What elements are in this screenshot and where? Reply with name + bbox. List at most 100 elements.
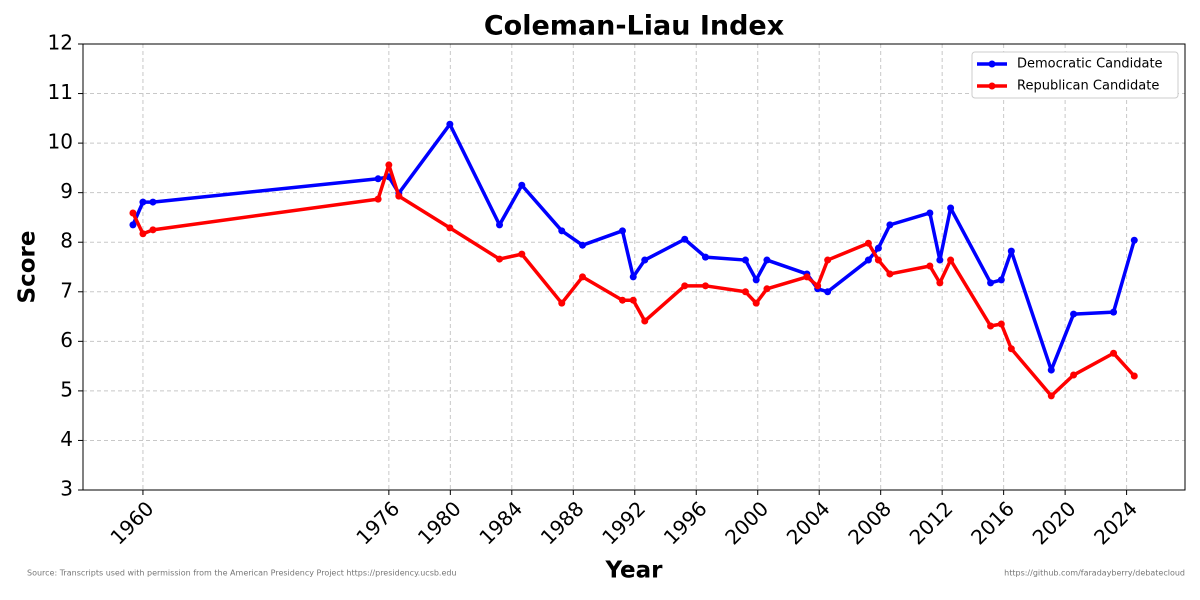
y-tick-label: 7 [60,278,73,302]
data-point [947,204,955,212]
data-point [579,273,587,281]
data-point [874,256,882,264]
data-point [763,285,771,293]
x-tick-label: 2004 [782,496,835,549]
x-tick-label: 1988 [536,496,589,549]
data-point [701,253,709,261]
data-point [864,239,872,247]
legend-marker [988,60,996,68]
data-point [629,273,637,281]
data-point [641,256,649,264]
data-point [446,224,454,232]
legend-label: Democratic Candidate [1017,57,1163,72]
data-point [446,120,454,128]
x-tick-label: 2008 [843,496,896,549]
y-tick-label: 11 [48,80,73,104]
data-point [1007,345,1015,353]
data-point [1007,247,1015,255]
data-point [1070,371,1078,379]
data-point [926,209,934,217]
data-point [874,244,882,252]
x-tick-label: 1980 [413,496,466,549]
data-point [139,198,147,206]
data-point [496,255,504,263]
x-tick-label: 2012 [905,496,958,549]
data-point [374,195,382,203]
x-axis-label: Year [604,558,663,584]
y-tick-label: 10 [48,130,73,154]
data-point [1130,372,1138,380]
data-point [395,192,403,200]
data-point [824,288,832,296]
data-point [1047,366,1055,374]
data-point [618,296,626,304]
data-point [641,317,649,325]
data-point [518,250,526,258]
data-point [579,241,587,249]
plot-frame [82,43,1186,491]
data-point [139,230,147,238]
data-point [1070,310,1078,318]
x-tick-label: 2024 [1089,496,1142,549]
data-point [558,227,566,235]
data-point [752,299,760,307]
legend: Democratic Candidate Republican Candidate [971,51,1179,99]
data-point [926,262,934,270]
x-tick-label: 2020 [1028,496,1081,549]
data-point [1110,308,1118,316]
data-point [1047,392,1055,400]
data-point [741,288,749,296]
x-tick-label: 1984 [474,496,527,549]
data-point [558,299,566,307]
data-point [814,282,822,290]
source-note: Source: Transcripts used with permission… [27,569,457,578]
data-point [681,235,689,243]
credit-note: https://github.com/faradayberry/debatecl… [1004,569,1185,578]
y-tick-label: 12 [48,31,73,55]
legend-marker [988,82,996,90]
data-point [374,175,382,183]
data-point [701,282,709,290]
data-point [997,320,1005,328]
data-point [936,256,944,264]
y-tick-label: 8 [60,229,73,253]
x-tick-label: 1992 [597,496,650,549]
data-point [1130,236,1138,244]
data-point [886,270,894,278]
data-point [1110,349,1118,357]
data-point [741,256,749,264]
chart-title: Coleman-Liau Index [484,11,784,42]
y-tick-label: 5 [60,377,73,401]
data-point [947,256,955,264]
y-axis-label: Score [15,231,41,304]
x-tick-label: 2016 [966,496,1019,549]
y-tick-label: 3 [60,477,73,501]
data-point [149,226,157,234]
y-tick-label: 6 [60,328,73,352]
data-point [997,276,1005,284]
legend-label: Republican Candidate [1017,79,1159,94]
y-tick-label: 4 [60,427,73,451]
x-tick-label: 1960 [105,496,158,549]
data-point [803,273,811,281]
y-tick-label: 9 [60,179,73,203]
data-point [987,322,995,330]
data-point [681,282,689,290]
data-point [864,256,872,264]
series-line [131,122,1136,372]
data-point [518,181,526,189]
data-point [129,221,137,229]
data-point [385,161,393,169]
data-point [987,279,995,287]
data-point [936,279,944,287]
data-point [752,276,760,284]
data-point [129,209,137,217]
data-point [629,296,637,304]
data-point [886,221,894,229]
x-tick-label: 1976 [351,496,404,549]
x-tick-label: 1996 [659,496,712,549]
legend-box [971,51,1179,99]
data-point [496,221,504,229]
data-point [618,227,626,235]
